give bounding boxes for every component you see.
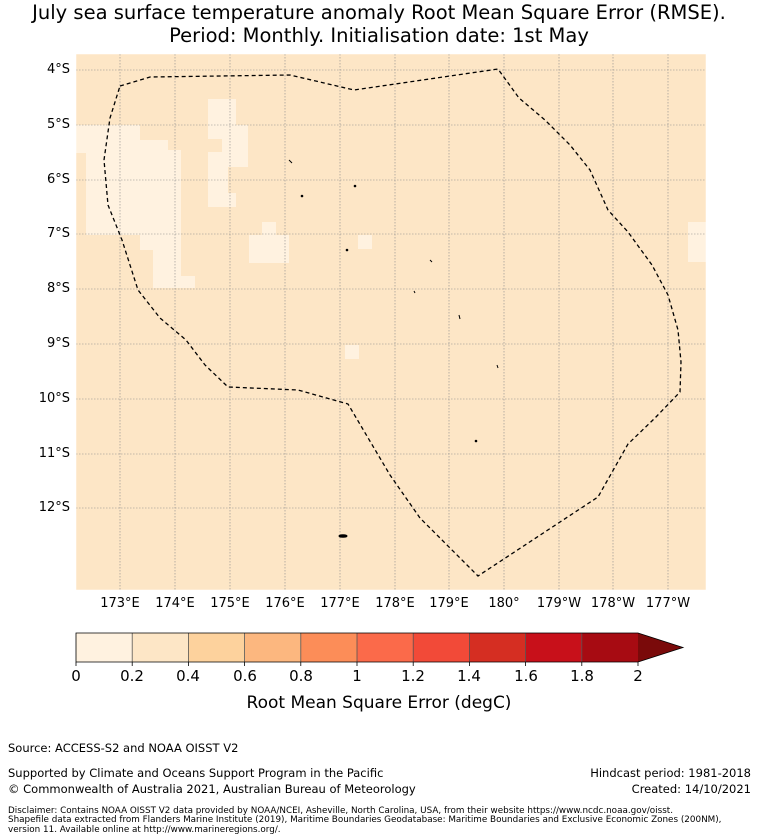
colorbar-segment-6 (413, 633, 470, 662)
hindcast-period: Hindcast period: 1981-2018 (590, 766, 751, 780)
colorbar-segment-7 (469, 633, 526, 662)
colorbar-segment-8 (525, 633, 582, 662)
lon-label-176e: 176°E (265, 596, 305, 611)
lon-label-177w: 177°W (645, 596, 691, 611)
colorbar-segment-2 (188, 633, 245, 662)
eez-boundary (103, 68, 682, 577)
colorbar-label: Root Mean Square Error (degC) (246, 693, 512, 713)
colorbar-ticks (75, 662, 639, 666)
lon-label-174e: 174°E (155, 596, 195, 611)
colorbar-outline (75, 632, 685, 663)
lon-label-173e: 173°E (100, 596, 140, 611)
colorbar-tick-0: 0 (71, 667, 81, 685)
lat-label-7s: 7°S (46, 226, 70, 241)
colorbar-segment-4 (300, 633, 357, 662)
lon-label-175e: 175°E (210, 596, 250, 611)
map-panel (75, 53, 707, 591)
lat-label-12s: 12°S (38, 500, 70, 515)
colorbar-segment-3 (244, 633, 301, 662)
lat-label-9s: 9°S (46, 336, 70, 351)
lon-label-178w: 178°W (590, 596, 636, 611)
lat-label-10s: 10°S (38, 391, 70, 406)
map-frame (75, 53, 707, 591)
low-error-cells (76, 99, 706, 359)
lat-label-6s: 6°S (46, 172, 70, 187)
chart-title-line2: Period: Monthly. Initialisation date: 1s… (169, 24, 589, 47)
colorbar-tick-0.6: 0.6 (233, 667, 257, 685)
lat-label-5s: 5°S (46, 117, 70, 132)
lat-label-4s: 4°S (46, 62, 70, 77)
lat-label-11s: 11°S (38, 446, 70, 461)
colorbar-segments (76, 633, 683, 662)
colorbar-tick-2: 2 (633, 667, 643, 685)
lon-label-179w: 179°W (536, 596, 582, 611)
support-text: Supported by Climate and Oceans Support … (8, 766, 384, 780)
lat-label-8s: 8°S (46, 281, 70, 296)
colorbar-tick-0.2: 0.2 (120, 667, 144, 685)
colorbar-segment-9 (581, 633, 638, 662)
lon-label-180: 180° (488, 596, 520, 611)
colorbar-segment-1 (132, 633, 189, 662)
map-background (76, 54, 706, 590)
created-date: Created: 14/10/2021 (631, 782, 751, 796)
chart-title-line1: July sea surface temperature anomaly Roo… (32, 1, 726, 24)
colorbar-tick-1: 1 (352, 667, 362, 685)
colorbar (75, 632, 685, 666)
colorbar-extend-arrow (638, 633, 683, 662)
colorbar-tick-1.6: 1.6 (514, 667, 538, 685)
gridlines (76, 54, 706, 590)
colorbar-tick-0.8: 0.8 (289, 667, 313, 685)
islands (288, 159, 499, 538)
lon-label-178e: 178°E (375, 596, 415, 611)
lon-label-177e: 177°E (320, 596, 360, 611)
colorbar-segment-5 (357, 633, 414, 662)
lon-label-179e: 179°E (429, 596, 469, 611)
colorbar-tick-1.8: 1.8 (570, 667, 594, 685)
colorbar-tick-1.4: 1.4 (457, 667, 481, 685)
colorbar-segment-0 (76, 633, 133, 662)
disclaimer-line3: version 11. Available online at http://w… (8, 825, 281, 835)
disclaimer-line2: Shapefile data extracted from Flanders M… (8, 815, 722, 825)
source-text: Source: ACCESS-S2 and NOAA OISST V2 (8, 741, 239, 755)
colorbar-tick-0.4: 0.4 (176, 667, 200, 685)
colorbar-dividers (131, 633, 583, 662)
colorbar-tick-1.2: 1.2 (401, 667, 425, 685)
disclaimer-line1: Disclaimer: Contains NOAA OISST V2 data … (8, 806, 674, 816)
copyright-text: © Commonwealth of Australia 2021, Austra… (8, 782, 416, 796)
